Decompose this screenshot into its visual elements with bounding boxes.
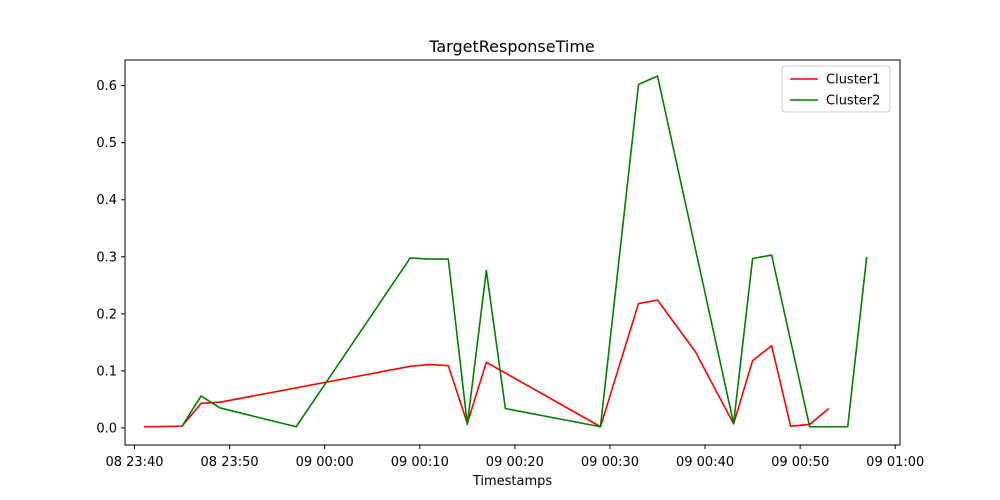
y-tick-label: 0.5 <box>96 136 117 151</box>
x-tick-label: 09 00:20 <box>486 455 544 470</box>
series-line-cluster2 <box>181 75 868 428</box>
legend-label-cluster1: Cluster1 <box>826 73 880 88</box>
legend-label-cluster2: Cluster2 <box>826 94 880 109</box>
plot-lines <box>144 75 868 428</box>
y-axis-ticks: 0.0 0.1 0.2 0.3 0.4 0.5 0.6 <box>96 79 125 436</box>
x-tick-label: 09 00:30 <box>581 455 639 470</box>
legend: Cluster1 Cluster2 <box>781 65 891 113</box>
series-line-cluster1 <box>144 299 830 428</box>
y-tick-label: 0.6 <box>96 79 117 94</box>
y-tick-label: 0.1 <box>96 364 117 379</box>
chart-title: TargetResponseTime <box>428 37 595 56</box>
y-tick-label: 0.3 <box>96 250 117 265</box>
x-tick-label: 09 00:10 <box>391 455 449 470</box>
y-tick-label: 0.4 <box>96 193 117 208</box>
axes-frame <box>124 59 901 446</box>
x-tick-label: 08 23:50 <box>201 455 259 470</box>
x-tick-label: 09 00:00 <box>296 455 354 470</box>
x-tick-label: 09 00:50 <box>771 455 829 470</box>
x-axis-label: Timestamps <box>472 474 553 489</box>
x-tick-label: 09 00:40 <box>676 455 734 470</box>
x-tick-label: 08 23:40 <box>105 455 163 470</box>
x-tick-label: 09 01:00 <box>866 455 924 470</box>
y-tick-label: 0.2 <box>96 307 117 322</box>
x-axis-ticks: 08 23:40 08 23:50 09 00:00 09 00:10 09 00:20… <box>105 445 924 470</box>
y-tick-label: 0.0 <box>96 421 117 436</box>
